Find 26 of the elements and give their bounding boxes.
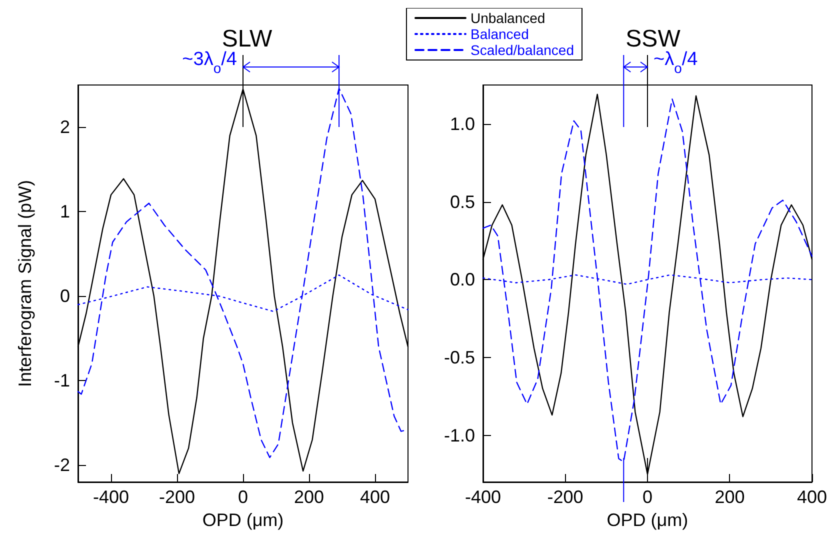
y-tick-label: 0.5 bbox=[450, 192, 475, 212]
y-tick-label: -1 bbox=[54, 370, 70, 391]
y-tick-label: 2 bbox=[60, 117, 70, 138]
y-axis-title: Interferogram Signal (pW) bbox=[15, 180, 35, 388]
x-tick-label: 0 bbox=[642, 487, 652, 507]
y-tick-label: 1.0 bbox=[450, 114, 475, 134]
legend-label: Unbalanced bbox=[470, 10, 546, 26]
y-tick-label: -1.0 bbox=[444, 425, 475, 446]
x-tick-label: 400 bbox=[796, 487, 828, 507]
y-tick-label: 0.0 bbox=[450, 270, 475, 290]
y-tick-label: 0 bbox=[60, 286, 70, 306]
x-tick-label: -200 bbox=[547, 487, 584, 507]
y-tick-label: 1 bbox=[60, 202, 70, 222]
x-tick-label: 200 bbox=[714, 487, 745, 507]
y-tick-label: -2 bbox=[54, 455, 70, 476]
legend-label: Balanced bbox=[470, 26, 529, 42]
legend-label: Scaled/balanced bbox=[470, 42, 574, 58]
x-tick-label: 0 bbox=[238, 487, 248, 507]
x-tick-label: 200 bbox=[294, 487, 324, 507]
x-tick-label: -400 bbox=[92, 487, 130, 507]
x-tick-label: 400 bbox=[360, 487, 390, 507]
x-tick-label: -400 bbox=[464, 487, 502, 507]
y-tick-label: -0.5 bbox=[444, 347, 475, 368]
x-axis-title: OPD (μm) bbox=[202, 510, 284, 530]
x-tick-label: -200 bbox=[158, 487, 196, 507]
x-axis-title: OPD (μm) bbox=[606, 510, 688, 530]
